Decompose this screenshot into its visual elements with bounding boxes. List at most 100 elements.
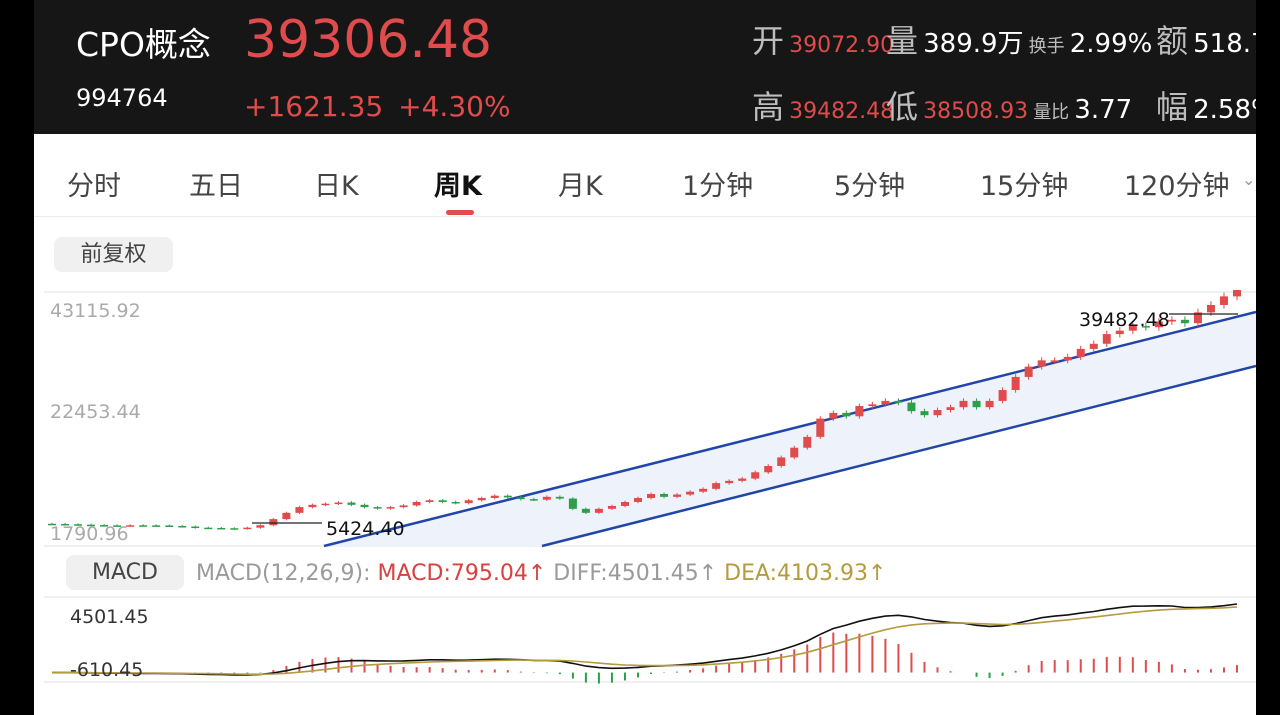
tab-15min[interactable]: 15分钟 (980, 171, 1069, 202)
chevron-down-icon[interactable]: ⌄ (1242, 170, 1256, 189)
stat-low-value: 38508.93 (923, 99, 1029, 124)
candle-body (699, 488, 708, 492)
candle-body (686, 491, 695, 495)
index-code: 994764 (76, 84, 168, 112)
tab-5min[interactable]: 5分钟 (834, 171, 906, 202)
candle-body (855, 406, 864, 417)
current-price: 39306.48 (244, 10, 493, 70)
candle-body (1233, 290, 1241, 297)
candle-body (1011, 376, 1020, 391)
tab-daily-k[interactable]: 日K (314, 171, 359, 202)
candle-body (542, 496, 551, 500)
stat-high: 高 39482.48 (752, 82, 894, 128)
candle-body (738, 478, 747, 481)
candle-body (386, 507, 395, 509)
candle-body (178, 525, 187, 528)
candle-body (555, 496, 564, 499)
stat-amount-label: 额 (1156, 22, 1189, 60)
candle-body (998, 390, 1007, 401)
candle-body (490, 495, 499, 498)
candle-body (633, 497, 642, 502)
candle-body (842, 412, 851, 417)
candle-body (516, 497, 525, 500)
candle-body (660, 493, 669, 497)
candle-body (881, 400, 890, 405)
candlestick-chart[interactable]: 39482.48 5424.40 43115.92 22453.44 1790.… (44, 290, 1256, 548)
stat-high-label: 高 (752, 88, 785, 126)
candle-body (829, 412, 838, 419)
tab-weekly-k[interactable]: 周K (434, 171, 482, 202)
candle-body (620, 501, 629, 506)
candle-body (1128, 326, 1137, 331)
diff-line (52, 603, 1238, 676)
candle-body (1180, 319, 1189, 324)
tab-monthly-k[interactable]: 月K (558, 171, 603, 202)
candle-body (48, 523, 56, 526)
candle-body (295, 507, 304, 513)
stat-amount-value: 518.7 (1193, 29, 1256, 59)
stat-volume: 量 389.9万 换手 2.99% (886, 16, 1152, 62)
dea-value: DEA:4103.93↑ (724, 561, 887, 586)
candle-body (725, 480, 734, 484)
macd-chart[interactable]: 4501.45 -610.45 (44, 596, 1256, 686)
app-window: CPO概念 994764 39306.48 +1621.35 +4.30% 开 … (34, 0, 1256, 715)
stat-amount: 额 518.7 (1156, 16, 1256, 62)
candle-body (751, 472, 760, 479)
stat-volume-label: 量 (886, 22, 919, 60)
candle-body (321, 503, 330, 506)
stat-open-label: 开 (752, 22, 785, 60)
tab-120min[interactable]: 120分钟 (1124, 171, 1230, 202)
stat-amp-label: 幅 (1156, 88, 1189, 126)
change-amount: +1621.35 (244, 90, 384, 123)
candle-body (438, 500, 447, 502)
candle-body (503, 495, 512, 498)
period-tabs: 分时 五日 日K 周K 月K 1分钟 5分钟 15分钟 120分钟 ⌄ (34, 134, 1256, 217)
macd-info: MACD(12,26,9): MACD:795.04↑ DIFF:4501.45… (196, 561, 886, 586)
candle-body (907, 402, 916, 412)
stat-open: 开 39072.90 (752, 16, 894, 62)
candle-body (790, 447, 799, 458)
y-axis-mid-label: 22453.44 (50, 401, 141, 423)
stat-low: 低 38508.93 量比 3.77 (886, 82, 1132, 128)
quote-header: CPO概念 994764 39306.48 +1621.35 +4.30% 开 … (34, 0, 1256, 134)
tab-intraday[interactable]: 分时 (67, 171, 121, 202)
candle-body (647, 493, 656, 498)
candle-body (152, 525, 161, 527)
y-axis-low-label: 1790.96 (50, 523, 129, 545)
candle-body (399, 505, 408, 508)
candle-body (894, 400, 903, 403)
macd-button[interactable]: MACD (66, 555, 184, 590)
candle-body (61, 523, 70, 526)
candle-body (972, 400, 981, 408)
adjust-button[interactable]: 前复权 (54, 237, 173, 272)
candle-body (308, 504, 317, 508)
stat-low-label: 低 (886, 88, 919, 126)
candle-body (673, 494, 682, 497)
candle-body (113, 525, 122, 527)
diff-value: DIFF:4501.45↑ (553, 561, 718, 586)
tab-1min[interactable]: 1分钟 (682, 171, 754, 202)
candle-body (985, 400, 994, 408)
candle-body (1050, 360, 1059, 362)
candle-body (204, 527, 213, 530)
candle-body (477, 497, 486, 501)
index-name: CPO概念 (76, 25, 211, 64)
candle-body (1089, 343, 1098, 349)
candle-body (282, 512, 291, 520)
channel-upper-line (323, 310, 1256, 548)
candle-body (607, 505, 616, 509)
candle-body (451, 501, 460, 504)
high-marker-label: 39482.48 (1079, 309, 1170, 331)
candle-body (529, 499, 538, 501)
low-marker-label: 5424.40 (326, 518, 405, 540)
candle-body (594, 508, 603, 513)
active-tab-indicator (446, 210, 474, 215)
candle-body (243, 527, 252, 530)
candle-body (1206, 304, 1215, 313)
macd-histogram (64, 632, 1238, 684)
candle-body (581, 508, 590, 513)
candle-body (777, 457, 786, 466)
y-axis-top-label: 43115.92 (50, 300, 141, 322)
candle-body (1193, 312, 1202, 324)
tab-five-day[interactable]: 五日 (189, 171, 243, 202)
